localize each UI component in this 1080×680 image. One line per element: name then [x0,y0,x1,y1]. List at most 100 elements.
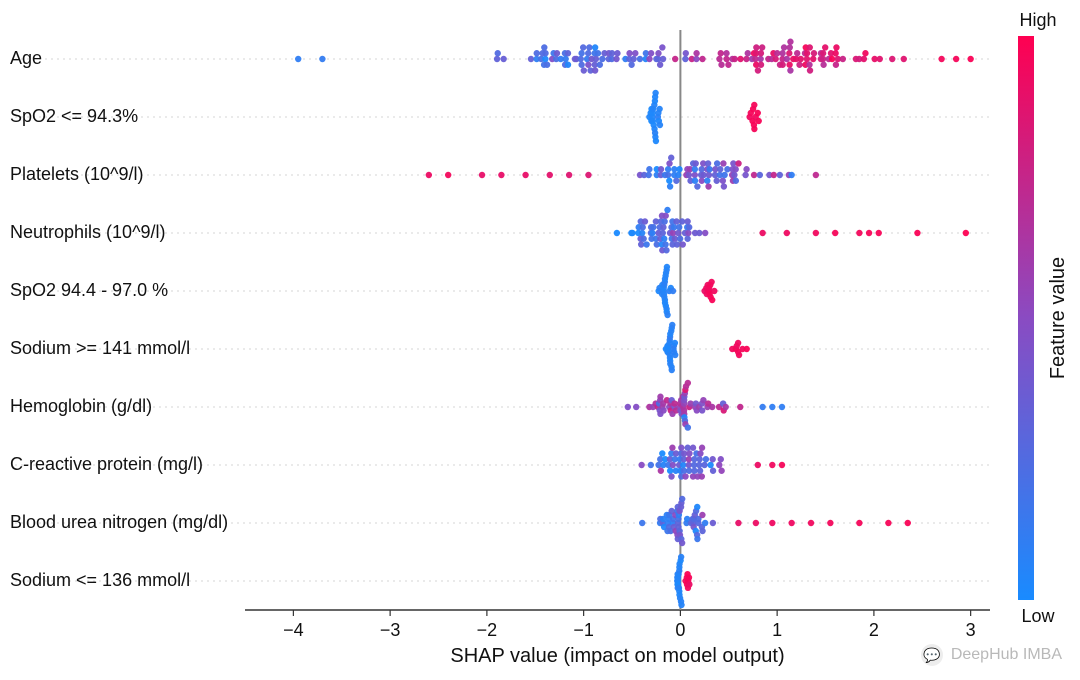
x-tick-label: 2 [869,620,879,640]
shap-point [625,404,631,410]
shap-point [807,67,813,73]
shap-point [674,241,680,247]
shap-point [554,50,560,56]
shap-point [735,160,741,166]
shap-point [804,50,810,56]
shap-point [769,520,775,526]
shap-point [723,56,729,62]
shap-point [678,445,684,451]
shap-point [705,183,711,189]
shap-point [682,473,688,479]
colorbar-low-label: Low [1021,606,1055,626]
shap-point [542,50,548,56]
shap-point [717,166,723,172]
shap-point [751,126,757,132]
shap-point [759,230,765,236]
shap-point [668,155,674,161]
shap-point [679,496,685,502]
shap-point [694,183,700,189]
shap-point [669,445,675,451]
shap-point [743,56,749,62]
shap-point [684,236,690,242]
shap-point [671,400,677,406]
shap-point [693,50,699,56]
shap-point [672,340,678,346]
shap-point [753,44,759,50]
shap-point [718,50,724,56]
shap-point [547,172,553,178]
shap-point [781,44,787,50]
shap-point [808,520,814,526]
shap-point [706,172,712,178]
shap-point [664,207,670,213]
shap-point [751,102,757,108]
shap-point [827,520,833,526]
shap-point [709,456,715,462]
shap-point [706,166,712,172]
shap-point [829,56,835,62]
shap-point [699,512,705,518]
shap-point [697,468,703,474]
shap-point [646,166,652,172]
shap-point [498,172,504,178]
shap-point [665,166,671,172]
shap-point [445,172,451,178]
shap-point [702,230,708,236]
shap-point [721,183,727,189]
shap-point [640,236,646,242]
shap-point [544,62,550,68]
shap-point [699,445,705,451]
shap-point [479,172,485,178]
shap-point [786,62,792,68]
shap-point [703,456,709,462]
shap-point [769,404,775,410]
shap-point [755,110,761,116]
shap-point [723,50,729,56]
colorbar-rect [1018,36,1034,600]
shap-point [495,50,501,56]
shap-point [716,462,722,468]
shap-point [657,122,663,128]
shap-point [757,56,763,62]
shap-point [593,56,599,62]
shap-point [534,50,540,56]
shap-point [769,462,775,468]
shap-point [771,172,777,178]
shap-point [723,404,729,410]
shap-point [633,404,639,410]
shap-point [798,56,804,62]
shap-point [680,462,686,468]
shap-point [686,456,692,462]
shap-point [963,230,969,236]
shap-point [652,90,658,96]
shap-point [714,178,720,184]
shap-point [656,106,662,112]
shap-point [676,166,682,172]
feature-label: Blood urea nitrogen (mg/dl) [10,512,228,532]
shap-point [661,218,667,224]
shap-point [585,62,591,68]
shap-point [707,462,713,468]
shap-point [668,473,674,479]
shap-point [757,172,763,178]
shap-point [643,241,649,247]
shap-point [592,44,598,50]
shap-point [709,404,715,410]
feature-label: C-reactive protein (mg/l) [10,454,203,474]
shap-point [599,56,605,62]
shap-beeswarm-svg: AgeSpO2 <= 94.3%Platelets (10^9/l)Neutro… [0,0,1080,680]
shap-point [794,50,800,56]
shap-point [680,241,686,247]
shap-point [578,56,584,62]
shap-point [675,172,681,178]
shap-point [702,520,708,526]
shap-point [673,178,679,184]
shap-point [659,44,665,50]
shap-point [629,230,635,236]
shap-point [638,462,644,468]
shap-point [711,288,717,294]
shap-point [708,279,714,285]
shap-point [796,62,802,68]
shap-point [709,297,715,303]
shap-point [686,450,692,456]
